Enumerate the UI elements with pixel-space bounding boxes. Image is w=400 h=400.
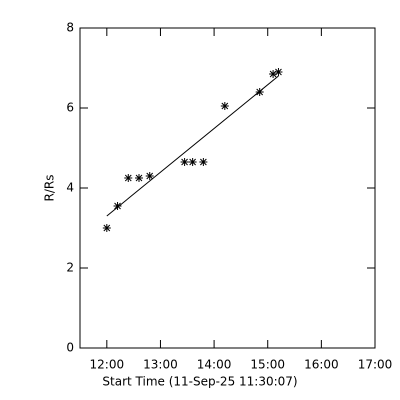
x-tick-label: 14:00 [197,358,232,372]
y-axis-label: R/Rs [43,175,57,202]
data-point [199,158,208,166]
y-tick-label: 0 [66,341,74,355]
data-point [188,158,197,166]
x-tick-label: 12:00 [90,358,125,372]
data-point [220,102,229,110]
y-tick-label: 2 [66,261,74,275]
data-point [255,88,264,96]
x-axis-label: Start Time (11-Sep-25 11:30:07) [102,375,297,389]
y-tick-label: 4 [66,181,74,195]
data-point [180,158,189,166]
data-point [145,172,154,180]
data-point [102,224,111,232]
x-tick-label: 17:00 [358,358,393,372]
fit-line [106,75,279,217]
data-point [269,70,278,78]
data-point [113,202,122,210]
data-point [124,174,133,182]
y-tick-label: 6 [66,101,74,115]
x-tick-label: 13:00 [143,358,178,372]
x-tick-label: 15:00 [250,358,285,372]
data-point [135,174,143,182]
x-tick-label: 16:00 [304,358,339,372]
y-tick-label: 8 [66,21,74,35]
data-point [274,68,283,76]
plot-frame [79,27,376,349]
